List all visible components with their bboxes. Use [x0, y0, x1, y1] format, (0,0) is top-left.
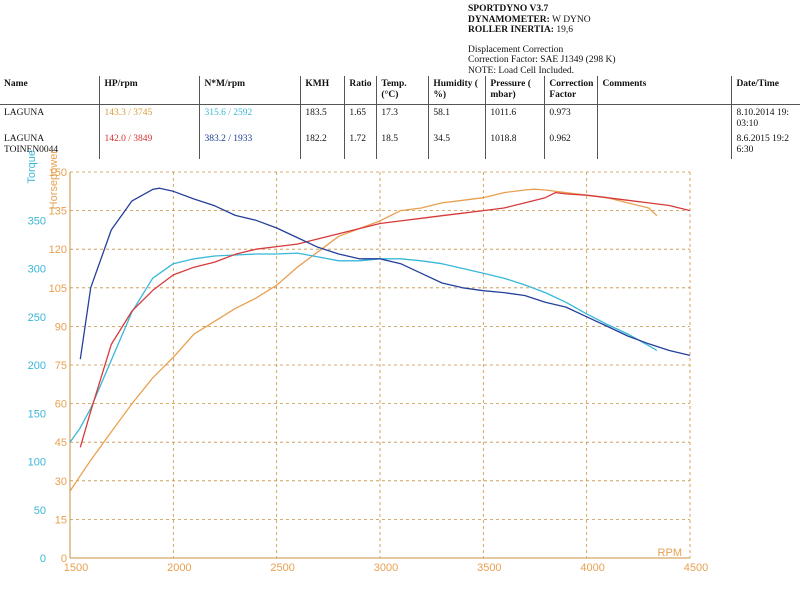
- correction-line-1: Displacement Correction: [468, 44, 564, 55]
- rpm-tick-label: 1500: [64, 562, 88, 574]
- inertia-value: 19,6: [556, 25, 573, 35]
- rpm-tick-label: 3500: [477, 562, 501, 574]
- cell-temp: 17.3: [376, 104, 429, 133]
- hp-tick-label: 135: [49, 206, 67, 218]
- rpm-axis-title: RPM: [658, 547, 682, 559]
- col-header-ratio: Ratio: [344, 76, 377, 105]
- cell-kmh: 183.5: [300, 104, 345, 133]
- hp-tick-label: 120: [49, 244, 67, 256]
- torque-tick-label: 50: [34, 505, 46, 517]
- hp-tick-label: 75: [55, 360, 67, 372]
- cell-ratio: 1.72: [344, 133, 377, 159]
- hp-tick-label: 105: [49, 283, 67, 295]
- torque-tick-label: 300: [28, 264, 46, 276]
- hp-tick-label: 45: [55, 437, 67, 449]
- cell-pressure: 1018.8: [485, 133, 545, 159]
- cell-kmh: 182.2: [300, 133, 345, 159]
- col-header-hp: HP/rpm: [99, 76, 200, 105]
- col-header-datetime: Date/Time: [731, 76, 800, 105]
- col-header-humidity: Humidity ( %): [428, 76, 486, 105]
- rpm-tick-label: 4500: [684, 562, 708, 574]
- torque-tick-label: 250: [28, 312, 46, 324]
- col-header-kmh: KMH: [300, 76, 345, 105]
- software-name: SPORTDYNO V3.7: [468, 4, 549, 14]
- col-header-comments: Comments: [597, 76, 732, 105]
- hp-tick-label: 150: [49, 167, 67, 179]
- col-header-torque: N*M/rpm: [199, 76, 301, 105]
- torque-tick-label: 0: [40, 553, 46, 565]
- rpm-tick-label: 4000: [580, 562, 604, 574]
- cell-ratio: 1.65: [344, 104, 377, 133]
- cell-pressure: 1011.6: [485, 104, 545, 133]
- cell-comments: [597, 104, 732, 133]
- correction-line-3: NOTE: Load Cell Included.: [468, 65, 575, 76]
- rpm-tick-label: 2500: [270, 562, 294, 574]
- table-row: LAGUNA TOINEN0044 142.0 / 3849 383.2 / 1…: [0, 133, 800, 159]
- hp-tick-label: 30: [55, 476, 67, 488]
- cell-torque: 383.2 / 1933: [199, 133, 301, 159]
- dyno-header: SPORTDYNO V3.7 DYNAMOMETER: W DYNO ROLLE…: [468, 4, 616, 76]
- dyno-value: W DYNO: [552, 14, 591, 25]
- cell-comments: [597, 133, 732, 159]
- torque-tick-label: 350: [28, 215, 46, 227]
- hp-tick-label: 60: [55, 399, 67, 411]
- cell-correction: 0.962: [544, 133, 598, 159]
- cell-temp: 18.5: [376, 133, 429, 159]
- table-row: LAGUNA 143.3 / 3745 315.6 / 2592 183.5 1…: [0, 104, 800, 133]
- cell-hp: 143.3 / 3745: [99, 104, 200, 133]
- col-header-correction: Correction Factor: [544, 76, 598, 105]
- torque-tick-label: 150: [28, 408, 46, 420]
- table-header-row: Name HP/rpm N*M/rpm KMH Ratio Temp. (°C)…: [0, 76, 800, 105]
- hp-tick-label: 0: [61, 553, 67, 565]
- cell-correction: 0.973: [544, 104, 598, 133]
- cell-hp: 142.0 / 3849: [99, 133, 200, 159]
- cell-humidity: 58.1: [428, 104, 486, 133]
- col-header-name: Name: [4, 79, 28, 89]
- cell-name: LAGUNA TOINEN0044: [4, 134, 59, 155]
- series-line-torque-3: [79, 187, 691, 360]
- cell-datetime: 8.6.2015 19:2 6:30: [731, 133, 800, 159]
- cell-date: 8.6.2015 19:2: [736, 134, 789, 144]
- cell-time: 6:30: [736, 145, 754, 155]
- dyno-label: DYNAMOMETER:: [468, 14, 550, 25]
- torque-tick-label: 100: [28, 457, 46, 469]
- cell-time: 03:10: [736, 119, 759, 129]
- hp-tick-label: 15: [55, 514, 67, 526]
- torque-tick-label: 200: [28, 360, 46, 372]
- cell-humidity: 34.5: [428, 133, 486, 159]
- cell-datetime: 8.10.2014 19: 03:10: [731, 104, 800, 133]
- col-header-pressure: Pressure ( mbar): [485, 76, 545, 105]
- series-line-torque-1: [69, 252, 658, 443]
- inertia-label: ROLLER INERTIA:: [468, 25, 554, 35]
- series-line-hp-2: [79, 191, 691, 448]
- col-header-temp: Temp. (°C): [376, 76, 429, 105]
- horsepower-axis-title: Horsepower: [48, 150, 60, 210]
- rpm-tick-label: 2000: [167, 562, 191, 574]
- cell-name: LAGUNA: [4, 108, 45, 118]
- results-table: Name HP/rpm N*M/rpm KMH Ratio Temp. (°C)…: [0, 76, 800, 159]
- cell-date: 8.10.2014 19:: [736, 108, 789, 118]
- rpm-tick-label: 3000: [374, 562, 398, 574]
- cell-torque: 315.6 / 2592: [199, 104, 301, 133]
- series-line-hp-0: [69, 188, 658, 492]
- correction-line-2: Correction Factor: SAE J1349 (298 K): [468, 55, 616, 65]
- hp-tick-label: 90: [55, 321, 67, 333]
- torque-axis-title: Torque: [26, 150, 38, 184]
